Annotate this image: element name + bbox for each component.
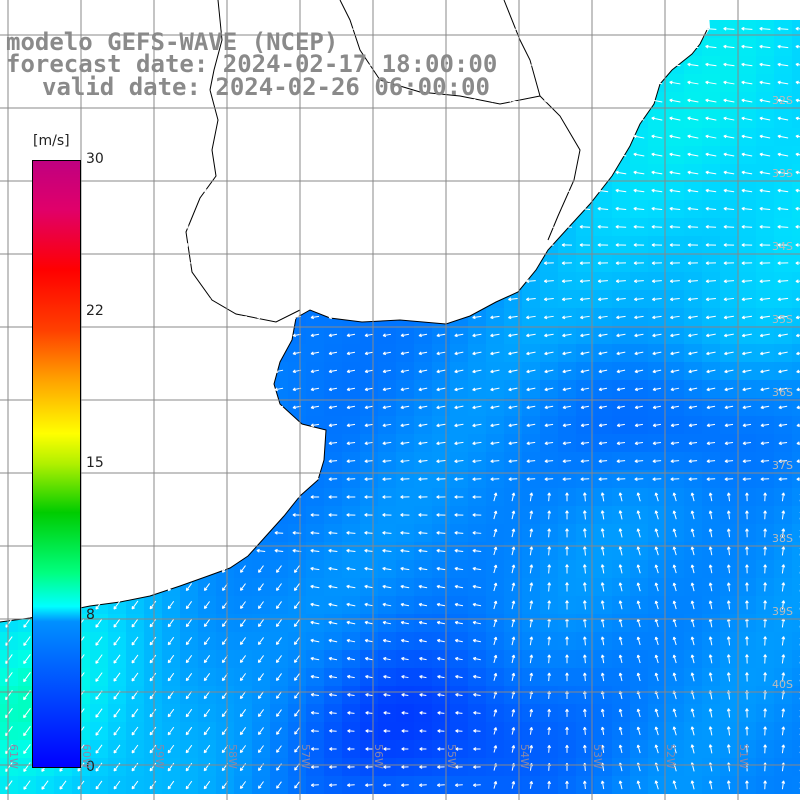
wind-speed-cell — [792, 92, 800, 110]
lat-label: 40S — [772, 678, 793, 691]
wind-speed-cell — [792, 668, 800, 686]
wind-speed-cell — [792, 326, 800, 344]
lon-label: 61W — [7, 744, 20, 769]
wind-speed-cell — [792, 704, 800, 722]
wind-speed-cell — [792, 722, 800, 740]
colorbar-tick-30: 30 — [86, 151, 104, 167]
lat-label: 32S — [772, 94, 793, 107]
wind-speed-cell — [792, 542, 800, 560]
lat-label: 36S — [772, 386, 793, 399]
lat-label: 35S — [772, 313, 793, 326]
wind-speed-cell — [792, 578, 800, 596]
colorbar-tick-22: 22 — [86, 303, 104, 319]
wind-speed-cell — [792, 308, 800, 326]
colorbar-units: [m/s] — [33, 133, 70, 149]
lon-label: 57W — [299, 744, 312, 769]
lat-label: 33S — [772, 167, 793, 180]
colorbar-tick-8: 8 — [86, 607, 95, 623]
lon-label: 59W — [153, 744, 166, 769]
wind-speed-cell — [792, 488, 800, 506]
lon-label: 60W — [80, 744, 93, 769]
wind-speed-cell — [792, 560, 800, 578]
wind-speed-cell — [792, 380, 800, 398]
lon-label: 54W — [518, 744, 531, 769]
wind-speed-cell — [792, 56, 800, 74]
wind-speed-cell — [792, 776, 800, 794]
wind-speed-cell — [792, 686, 800, 704]
wind-speed-cell — [792, 614, 800, 632]
wind-speed-cell — [792, 74, 800, 92]
lat-label: 38S — [772, 532, 793, 545]
lat-label: 39S — [772, 605, 793, 618]
wind-speed-cell — [792, 596, 800, 614]
wind-speed-cell — [792, 128, 800, 146]
lat-label: 37S — [772, 459, 793, 472]
wind-speed-cell — [792, 524, 800, 542]
lon-label: 58W — [226, 744, 239, 769]
lon-label: 56W — [372, 744, 385, 769]
title-valid-date: valid date: 2024-02-26 06:00:00 — [42, 73, 490, 101]
wind-speed-cell — [792, 398, 800, 416]
wind-speed-cell — [792, 434, 800, 452]
wind-speed-cell — [792, 110, 800, 128]
lon-label: 53W — [591, 744, 604, 769]
wind-speed-cell — [792, 740, 800, 758]
wind-speed-cell — [792, 650, 800, 668]
lat-label: 34S — [772, 240, 793, 253]
wind-speed-cell — [792, 632, 800, 650]
wind-speed-cell — [792, 146, 800, 164]
wind-speed-cell — [792, 164, 800, 182]
wind-speed-cell — [792, 506, 800, 524]
wind-speed-cell — [792, 362, 800, 380]
wind-speed-cell — [792, 344, 800, 362]
wind-speed-cell — [792, 416, 800, 434]
wind-speed-cell — [792, 758, 800, 776]
colorbar — [32, 160, 81, 768]
colorbar-tick-15: 15 — [86, 455, 104, 471]
lon-label: 51W — [737, 744, 750, 769]
wind-speed-cell — [792, 470, 800, 488]
lon-label: 55W — [445, 744, 458, 769]
lon-label: 52W — [664, 744, 677, 769]
wind-speed-cell — [792, 452, 800, 470]
